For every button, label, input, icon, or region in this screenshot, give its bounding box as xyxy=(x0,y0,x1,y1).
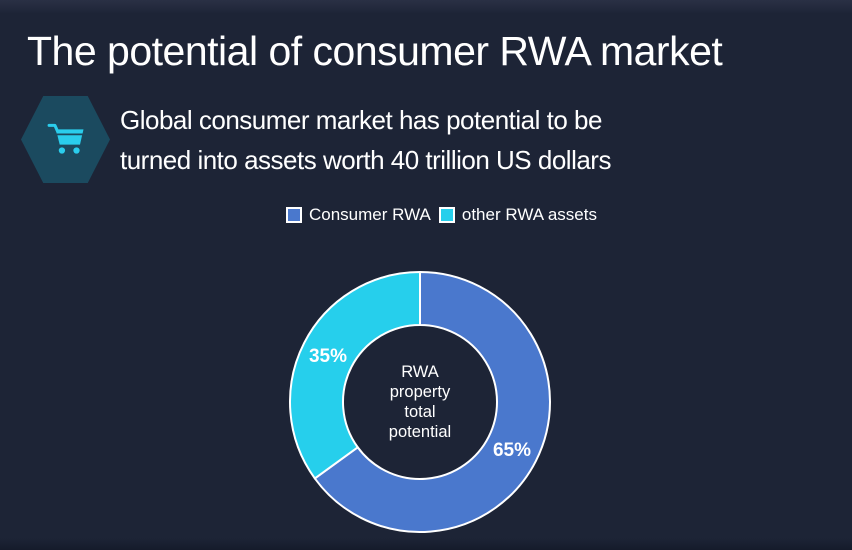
callout-line-1: Global consumer market has potential to … xyxy=(120,105,602,135)
slice-label-other-rwa-assets: 35% xyxy=(309,346,347,367)
legend-label: Consumer RWA xyxy=(309,205,431,224)
legend-item-other-rwa-assets: other RWA assets xyxy=(438,205,597,225)
donut-slice-consumer-rwa xyxy=(313,271,551,533)
donut-chart: 35% 65% xyxy=(288,270,552,534)
slice-label-consumer-rwa: 65% xyxy=(493,440,531,461)
legend-swatch-consumer-rwa xyxy=(286,207,302,223)
callout-line-2: turned into assets worth 40 trillion US … xyxy=(120,145,611,175)
legend-swatch-other-rwa-assets xyxy=(438,207,455,223)
shopping-cart-icon xyxy=(45,116,87,163)
legend-label: other RWA assets xyxy=(461,205,597,224)
page-title: The potential of consumer RWA market xyxy=(27,28,723,74)
chart-legend: Consumer RWA other RWA assets xyxy=(286,205,597,225)
donut-slice-other-rwa-assets xyxy=(289,271,421,480)
callout-text: Global consumer market has potential to … xyxy=(120,100,611,180)
legend-item-consumer-rwa: Consumer RWA xyxy=(286,205,431,225)
callout-badge xyxy=(21,96,110,183)
